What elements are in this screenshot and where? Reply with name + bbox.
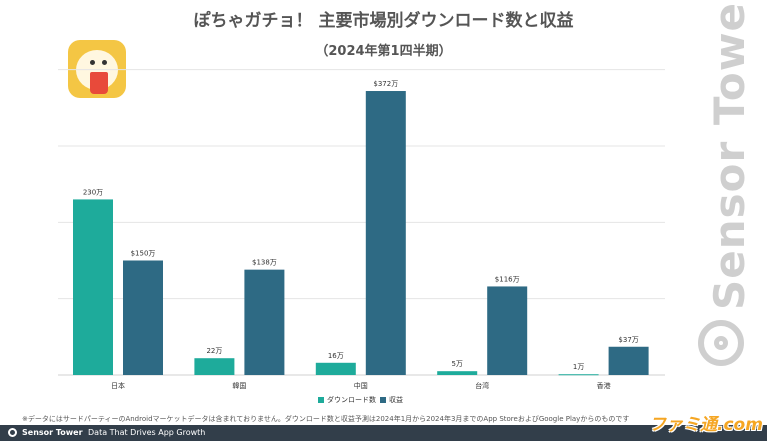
data-label: $372万 — [373, 80, 398, 88]
famitsu-watermark: ファミ通.com — [649, 415, 763, 435]
bar-revenue — [123, 260, 163, 375]
app-icon-fries — [90, 72, 108, 94]
data-label: 16万 — [328, 352, 344, 360]
sensor-tower-watermark-logo — [698, 320, 744, 366]
bar-downloads — [194, 358, 235, 375]
legend-label-downloads: ダウンロード数 — [327, 395, 376, 404]
data-label: $138万 — [252, 259, 277, 267]
footer-tagline: Data That Drives App Growth — [88, 428, 206, 437]
app-icon-eye — [102, 60, 107, 65]
x-tick-label: 中国 — [354, 381, 368, 390]
data-label: $150万 — [131, 249, 156, 257]
bar-revenue — [487, 286, 528, 375]
data-label: $37万 — [618, 336, 638, 344]
chart-subtitle: （2024年第1四半期） — [315, 44, 452, 59]
data-label: 5万 — [451, 360, 462, 368]
bar-revenue — [608, 346, 649, 375]
chart-title: ぽちゃガチョ！ 主要市場別ダウンロード数と収益 — [193, 11, 574, 31]
x-tick-label: 台湾 — [475, 381, 489, 390]
x-tick-label: 日本 — [111, 381, 125, 390]
bar-downloads — [315, 362, 356, 375]
legend-swatch-revenue — [380, 397, 386, 403]
data-label: 230万 — [83, 188, 103, 196]
legend-swatch-downloads — [318, 397, 324, 403]
legend-label-revenue: 収益 — [389, 395, 403, 404]
data-label: $116万 — [495, 275, 520, 283]
data-label: 22万 — [206, 347, 222, 355]
footer-bar: Sensor Tower Data That Drives App Growth — [0, 425, 767, 441]
app-icon — [68, 40, 126, 98]
bar-revenue — [365, 91, 406, 375]
data-label: 1万 — [573, 363, 584, 371]
bar-downloads — [73, 199, 113, 375]
app-icon-eye — [90, 60, 95, 65]
footnote: ※データにはサードパーティーのAndroidマーケットデータは含まれておりません… — [22, 415, 630, 423]
sensor-tower-logo-icon — [8, 428, 17, 437]
x-tick-label: 香港 — [597, 381, 611, 390]
sensor-tower-watermark-text: Sensor Tower — [705, 0, 754, 310]
bar-downloads — [558, 374, 599, 376]
bar-downloads — [437, 371, 478, 375]
x-tick-label: 韓国 — [232, 381, 246, 390]
bar-revenue — [244, 269, 285, 375]
footer-brand: Sensor Tower — [22, 428, 83, 437]
